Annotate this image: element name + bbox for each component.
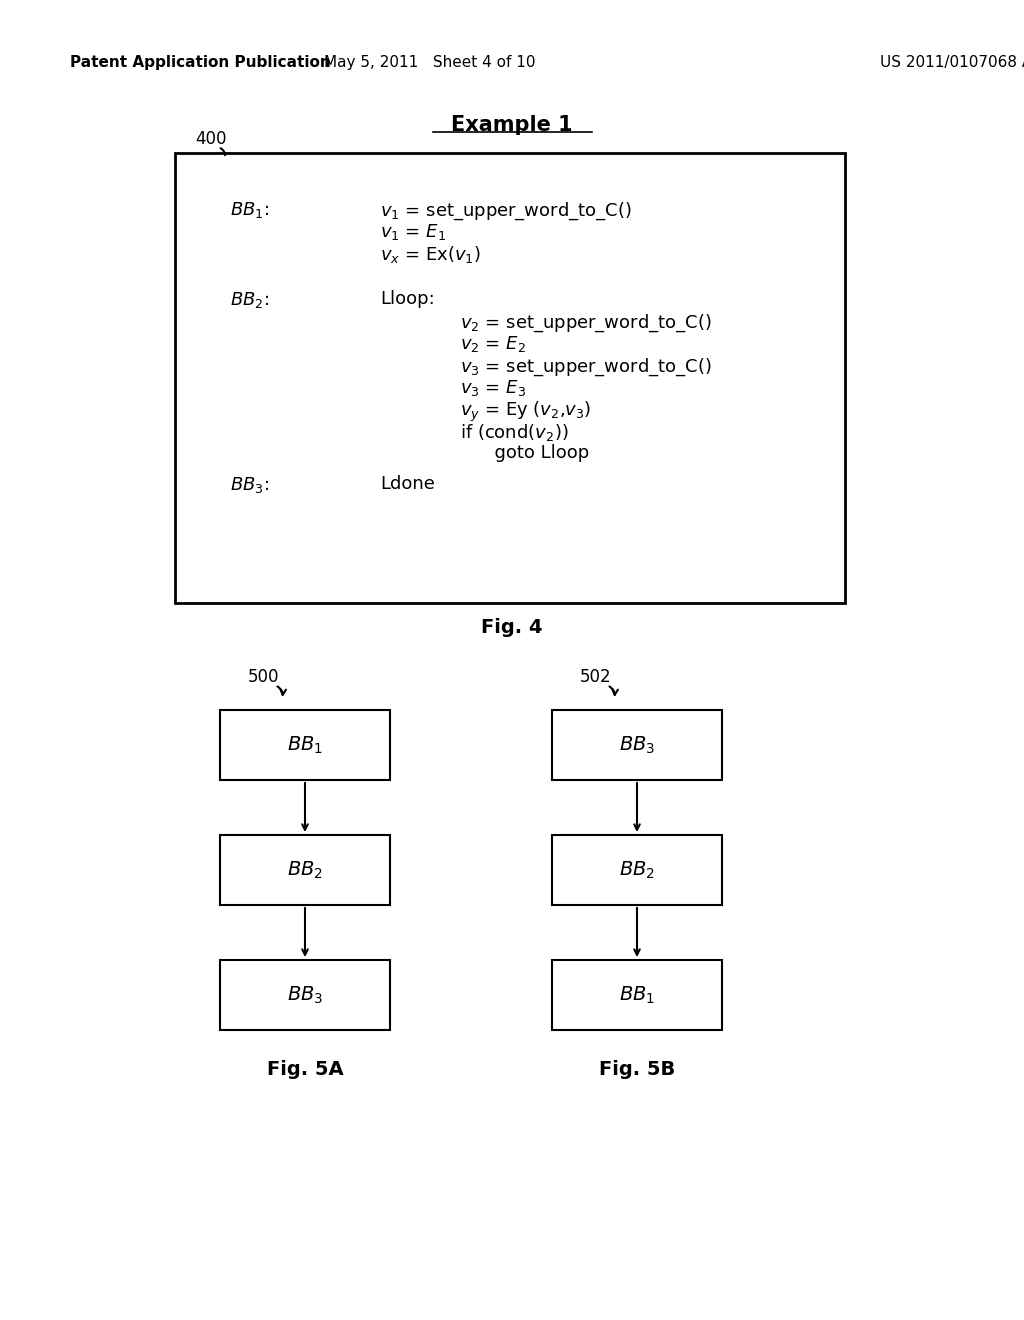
Text: $v_2$ = $E_2$: $v_2$ = $E_2$ <box>460 334 525 354</box>
Text: $v_1$ = set_upper_word_to_C(): $v_1$ = set_upper_word_to_C() <box>380 201 632 222</box>
Text: 502: 502 <box>580 668 611 686</box>
Text: May 5, 2011   Sheet 4 of 10: May 5, 2011 Sheet 4 of 10 <box>325 54 536 70</box>
Text: $v_3$ = set_upper_word_to_C(): $v_3$ = set_upper_word_to_C() <box>460 356 712 378</box>
FancyBboxPatch shape <box>220 710 390 780</box>
FancyBboxPatch shape <box>552 960 722 1030</box>
FancyBboxPatch shape <box>220 960 390 1030</box>
FancyBboxPatch shape <box>220 836 390 906</box>
Text: $v_1$ = $E_1$: $v_1$ = $E_1$ <box>380 222 445 242</box>
Text: US 2011/0107068 A1: US 2011/0107068 A1 <box>880 54 1024 70</box>
Text: goto Lloop: goto Lloop <box>460 444 589 462</box>
Text: Example 1: Example 1 <box>452 115 572 135</box>
Text: $\mathit{BB}_3$: $\mathit{BB}_3$ <box>287 985 324 1006</box>
Text: if (cond($v_2$)): if (cond($v_2$)) <box>460 422 568 444</box>
Text: $\mathit{BB}_3$:: $\mathit{BB}_3$: <box>230 475 269 495</box>
FancyBboxPatch shape <box>552 836 722 906</box>
Text: $\mathit{BB}_3$: $\mathit{BB}_3$ <box>618 734 655 755</box>
Text: $\mathit{BB}_2$: $\mathit{BB}_2$ <box>618 859 655 880</box>
Text: Ldone: Ldone <box>380 475 435 492</box>
Text: Lloop:: Lloop: <box>380 290 435 308</box>
Text: $\mathit{BB}_1$: $\mathit{BB}_1$ <box>287 734 323 755</box>
Text: $\mathit{BB}_2$: $\mathit{BB}_2$ <box>287 859 323 880</box>
Text: Patent Application Publication: Patent Application Publication <box>70 54 331 70</box>
Text: Fig. 4: Fig. 4 <box>481 618 543 638</box>
FancyBboxPatch shape <box>175 153 845 603</box>
Text: 500: 500 <box>248 668 280 686</box>
Text: $\mathit{BB}_1$:: $\mathit{BB}_1$: <box>230 201 269 220</box>
Text: 400: 400 <box>195 129 226 148</box>
Text: $v_2$ = set_upper_word_to_C(): $v_2$ = set_upper_word_to_C() <box>460 312 712 334</box>
Text: Fig. 5A: Fig. 5A <box>266 1060 343 1078</box>
Text: $\mathit{BB}_2$:: $\mathit{BB}_2$: <box>230 290 269 310</box>
Text: $\mathit{BB}_1$: $\mathit{BB}_1$ <box>618 985 655 1006</box>
Text: $v_3$ = $E_3$: $v_3$ = $E_3$ <box>460 378 526 399</box>
Text: $v_y$ = Ey ($v_2$,$v_3$): $v_y$ = Ey ($v_2$,$v_3$) <box>460 400 592 424</box>
FancyBboxPatch shape <box>552 710 722 780</box>
Text: Fig. 5B: Fig. 5B <box>599 1060 675 1078</box>
Text: $v_x$ = Ex($v_1$): $v_x$ = Ex($v_1$) <box>380 244 481 265</box>
